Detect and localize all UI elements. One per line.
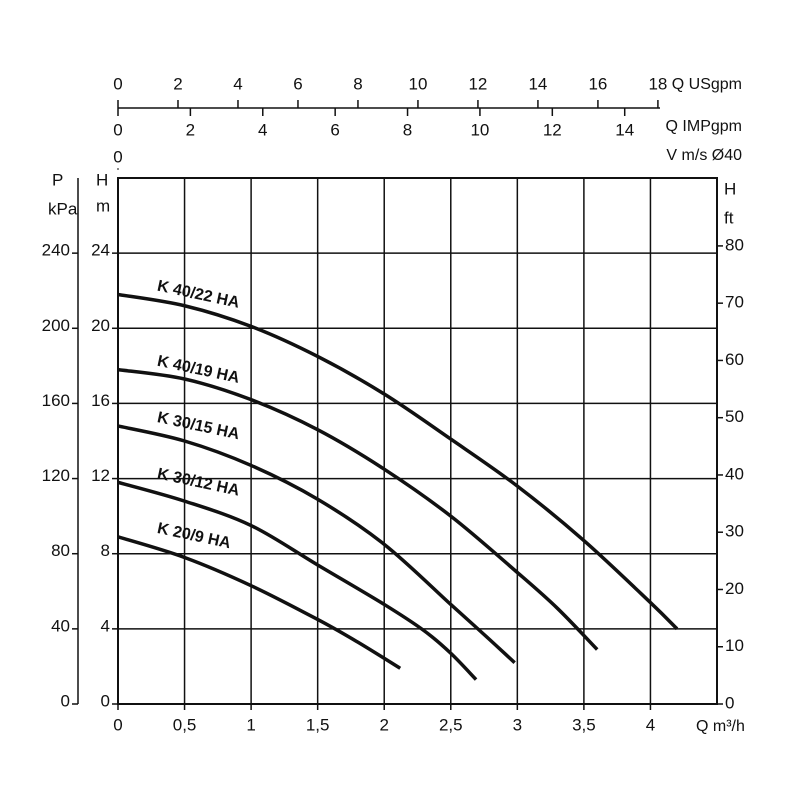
pump-curve <box>117 424 516 664</box>
x-tick-label: 2,5 <box>439 715 463 734</box>
p-tick-label: 240 <box>42 241 70 260</box>
x-tick-label: 4 <box>646 715 655 734</box>
x-axis-label: Q m³/h <box>696 718 745 735</box>
top-tick-label: 2 <box>186 120 195 139</box>
top-tick-label: 10 <box>408 74 427 93</box>
top-tick-label: 12 <box>468 74 487 93</box>
top-tick-label: 0 <box>113 74 122 93</box>
y2-tick-label: 80 <box>725 235 744 254</box>
pump-curve <box>117 535 402 670</box>
curve-label: K 20/9 HA <box>156 520 233 552</box>
y2-axis-unit: ft <box>724 208 734 227</box>
p-axis-symbol: P <box>52 170 63 189</box>
y2-tick-label: 10 <box>725 636 744 655</box>
y2-tick-label: 50 <box>725 407 744 426</box>
top-tick-label: 18 <box>648 74 667 93</box>
top-axis-label: V m/s Ø40 <box>666 147 742 164</box>
y2-tick-label: 20 <box>725 579 744 598</box>
pump-curve <box>117 292 679 631</box>
y2-tick-label: 30 <box>725 522 744 541</box>
y2-tick-label: 60 <box>725 350 744 369</box>
top-tick-label: 14 <box>615 120 634 139</box>
x-tick-label: 0 <box>113 715 122 734</box>
top-tick-label: 8 <box>353 74 362 93</box>
y2-axis-symbol: H <box>724 179 736 198</box>
top-tick-label: 4 <box>233 74 242 93</box>
top-tick-label: 0 <box>113 147 122 166</box>
y-tick-label: 20 <box>91 316 110 335</box>
p-tick-label: 40 <box>51 616 70 635</box>
curve-label: K 40/22 HA <box>156 278 242 312</box>
x-tick-label: 3 <box>513 715 522 734</box>
y-axis-symbol: H <box>96 170 108 189</box>
p-axis-unit: kPa <box>48 199 78 218</box>
y-tick-label: 12 <box>91 466 110 485</box>
y2-tick-label: 0 <box>725 693 734 712</box>
y-tick-label: 0 <box>101 691 110 710</box>
top-tick-label: 6 <box>330 120 339 139</box>
y-tick-label: 4 <box>101 616 110 635</box>
y2-tick-label: 40 <box>725 464 744 483</box>
y-tick-label: 8 <box>101 541 110 560</box>
pump-curve <box>117 480 478 681</box>
p-tick-label: 200 <box>42 316 70 335</box>
y-tick-label: 16 <box>91 391 110 410</box>
top-tick-label: 6 <box>293 74 302 93</box>
x-tick-label: 2 <box>379 715 388 734</box>
top-tick-label: 16 <box>588 74 607 93</box>
p-tick-label: 80 <box>51 541 70 560</box>
pump-curve <box>117 367 599 651</box>
top-tick-label: 0 <box>113 120 122 139</box>
x-tick-label: 0,5 <box>173 715 197 734</box>
x-tick-label: 1 <box>246 715 255 734</box>
top-axis-label: Q USgpm <box>672 76 742 93</box>
top-tick-label: 8 <box>403 120 412 139</box>
p-tick-label: 160 <box>42 391 70 410</box>
top-axis-label: Q IMPgpm <box>666 118 742 135</box>
top-tick-label: 14 <box>528 74 547 93</box>
y2-tick-label: 70 <box>725 293 744 312</box>
top-tick-label: 12 <box>543 120 562 139</box>
y-axis-unit: m <box>96 196 110 215</box>
y-tick-label: 24 <box>91 241 110 260</box>
x-tick-label: 3,5 <box>572 715 596 734</box>
p-tick-label: 120 <box>42 466 70 485</box>
top-tick-label: 4 <box>258 120 267 139</box>
p-tick-label: 0 <box>61 691 70 710</box>
top-tick-label: 2 <box>173 74 182 93</box>
top-tick-label: 10 <box>470 120 489 139</box>
x-tick-label: 1,5 <box>306 715 330 734</box>
